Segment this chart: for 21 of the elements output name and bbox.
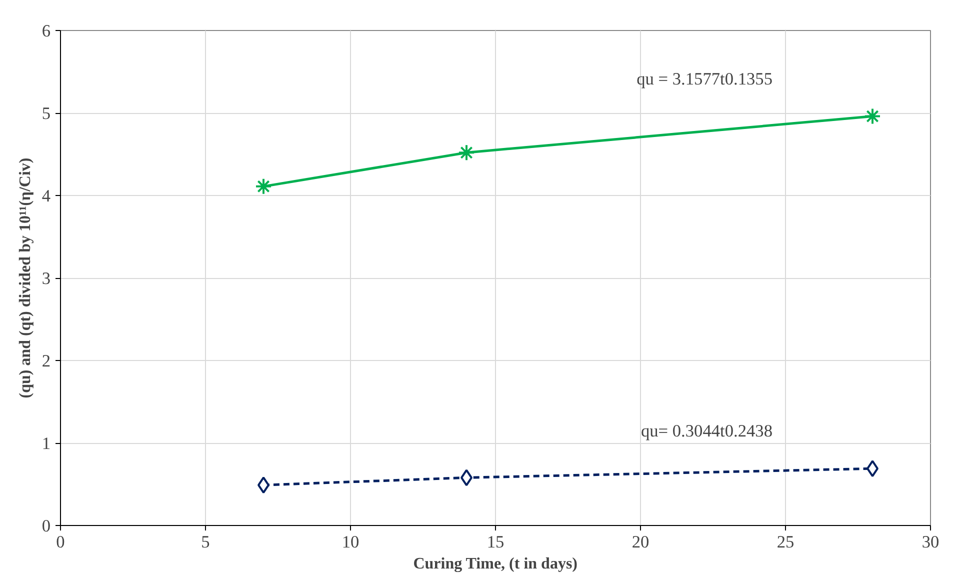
x-tick-label: 0: [56, 532, 65, 552]
x-tick-label: 15: [486, 532, 504, 552]
point: [255, 178, 272, 195]
annotation: qu= 0.3044t0.2438: [640, 422, 773, 441]
x-tick-label: 5: [201, 532, 210, 552]
y-tick-label: 3: [42, 269, 51, 288]
y-tick-label: 6: [42, 22, 51, 40]
point: [864, 108, 881, 125]
x-tick-label: 20: [632, 532, 650, 552]
x-tick-label: 10: [342, 532, 360, 552]
y-tick-label: 1: [42, 434, 51, 453]
y-tick-label: 5: [42, 104, 51, 123]
point: [458, 144, 475, 162]
annotation: qu = 3.1577t0.1355: [636, 69, 773, 88]
y-tick-label: 4: [42, 186, 51, 206]
x-tick-label: 30: [922, 532, 940, 552]
x-axis-title: Curing Time, (t in days): [413, 556, 578, 572]
y-tick-label: 0: [42, 516, 51, 536]
y-tick-label: 2: [42, 352, 51, 370]
y-axis-title: (qu) and (qt) divided by 10¹¹(η/Civ): [16, 158, 34, 398]
x-tick-label: 25: [776, 532, 794, 552]
